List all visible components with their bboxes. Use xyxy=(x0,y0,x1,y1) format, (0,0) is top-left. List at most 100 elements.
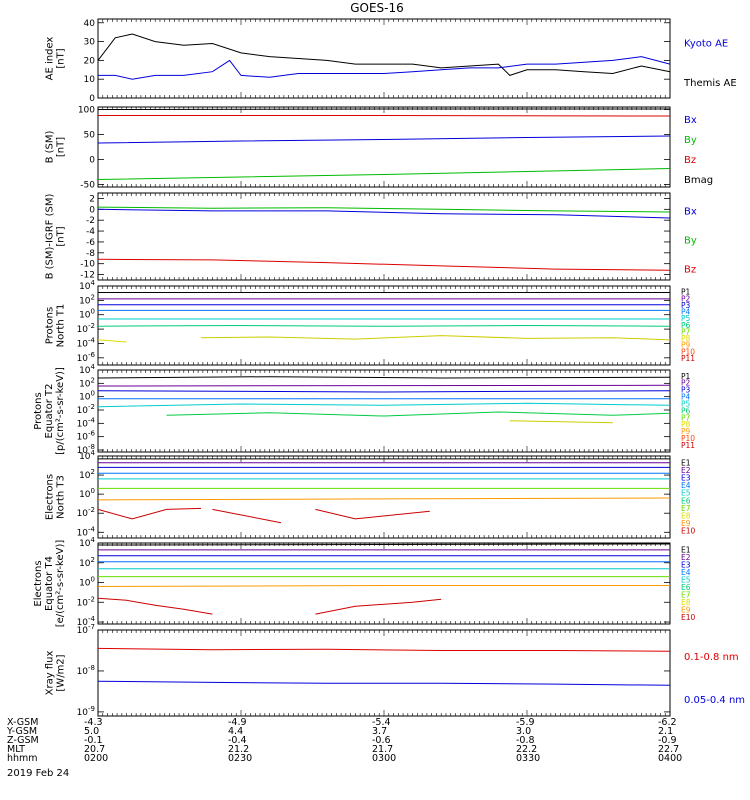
series-line-p8 xyxy=(97,339,127,343)
y-axis-label: [p/(cm²-s-sr-keV)] xyxy=(55,367,66,455)
series-line-p5 xyxy=(97,402,671,408)
panel-2: 100 50 0 -50 B (SM) [nT] Bx By Bz Bmag xyxy=(45,106,714,191)
y-tick-label: -10 xyxy=(80,260,95,270)
series-line-bx xyxy=(97,208,671,219)
legend-entry: P5 xyxy=(681,314,691,323)
legend-entry: E7 xyxy=(681,590,691,599)
x-row-label: Z-GSM xyxy=(7,735,39,746)
legend-entry: By xyxy=(684,235,697,246)
x-row-label: MLT xyxy=(7,744,25,755)
y-axis-label: North T3 xyxy=(56,475,67,519)
series-line-e8 xyxy=(97,597,213,615)
x-tick-value: 20.7 xyxy=(84,744,105,755)
y-tick-label: 30 xyxy=(84,38,96,48)
y-tick-label: 104 xyxy=(79,279,95,292)
x-tick-value: 3.7 xyxy=(372,726,387,737)
y-tick-label: 20 xyxy=(84,56,96,66)
y-tick-label: 10-2 xyxy=(77,506,95,519)
plot-title: GOES-16 xyxy=(350,1,404,15)
panel-3: 20-2-4-6-8-10-12 B (SM)-IGRF (SM) [nT] Bx By… xyxy=(45,192,697,281)
legend-entry: E8 xyxy=(681,512,691,521)
y-axis-label: North T1 xyxy=(56,304,67,348)
legend-entry: E5 xyxy=(681,489,691,498)
series-line-0-05-0-4-nm xyxy=(97,680,671,686)
legend-entry: P9 xyxy=(681,341,691,350)
y-tick-label: 102 xyxy=(79,556,95,569)
y-axis-label: [nT] xyxy=(56,137,67,157)
y-tick-label: 40 xyxy=(84,19,96,29)
legend-entry: 0.05-0.4 nm xyxy=(684,695,745,706)
y-axis-label: B (SM) xyxy=(45,130,56,163)
series-line-p6 xyxy=(166,411,671,417)
y-tick-label: 10-6 xyxy=(77,430,96,443)
series-line-p7 xyxy=(200,335,671,341)
legend-entry: P9 xyxy=(681,427,691,436)
legend-entry: E8 xyxy=(681,598,691,607)
legend-entry: P6 xyxy=(681,406,691,415)
legend-entry: E3 xyxy=(681,560,691,569)
x-tick-value: -0.4 xyxy=(228,735,247,746)
legend-entry: Bx xyxy=(684,206,697,217)
legend-entry: P7 xyxy=(681,327,691,336)
panel-frame xyxy=(97,369,671,453)
legend-entry: E4 xyxy=(681,568,691,577)
y-axis-label: Equator T2 xyxy=(44,384,55,439)
legend-entry: E2 xyxy=(681,553,691,562)
y-axis-label: Xray flux xyxy=(45,651,56,696)
y-axis-label: [nT] xyxy=(56,48,67,68)
legend-entry: E3 xyxy=(681,474,691,483)
legend-entry: P3 xyxy=(681,301,691,310)
legend-entry: P6 xyxy=(681,321,691,330)
y-axis-label: Equator T4 xyxy=(44,556,55,611)
legend-entry: P1 xyxy=(681,372,691,381)
legend-entry: E10 xyxy=(681,527,696,536)
y-tick-label: 10-2 xyxy=(77,322,95,335)
series-line-bmag xyxy=(97,108,670,110)
legend-entry: By xyxy=(684,135,697,146)
y-tick-label: 0 xyxy=(89,205,95,215)
y-tick-label: 100 xyxy=(79,308,95,321)
legend-entry: Kyoto AE xyxy=(684,39,728,50)
legend-entry: P11 xyxy=(681,354,695,363)
y-axis-label: Protons xyxy=(45,307,56,344)
x-tick-value: -0.8 xyxy=(516,735,535,746)
y-axis-label: Protons xyxy=(33,392,44,429)
legend-entry: Bz xyxy=(684,264,696,275)
series-line-p2 xyxy=(97,384,671,387)
y-tick-label: 102 xyxy=(79,468,95,481)
legend-entry: P7 xyxy=(681,413,691,422)
y-tick-label: 102 xyxy=(79,376,95,389)
x-tick-value: 21.7 xyxy=(372,744,393,755)
y-tick-label: 100 xyxy=(79,576,95,589)
series-line-p6 xyxy=(97,324,671,327)
y-tick-label: 10-4 xyxy=(77,416,96,429)
panel-1: 40 30 20 10 0 AE index [nT] Kyoto AE Themis AE xyxy=(45,18,737,104)
series-line-p3 xyxy=(97,390,671,393)
series-line-by xyxy=(97,206,671,213)
series-line-bx xyxy=(97,135,671,144)
x-tick-value: 3.0 xyxy=(516,726,531,737)
legend-entry: E9 xyxy=(681,519,691,528)
legend-entry: Themis AE xyxy=(683,78,737,89)
legend-entry: P3 xyxy=(681,386,691,395)
y-tick-label: 10 xyxy=(84,75,96,85)
legend-entry: 0.1-0.8 nm xyxy=(684,652,739,663)
x-row-label: X-GSM xyxy=(7,717,38,728)
y-axis-label: Electrons xyxy=(33,560,44,606)
x-tick-value: -0.1 xyxy=(84,735,103,746)
legend-entry: E6 xyxy=(681,496,691,505)
y-tick-label: 10-4 xyxy=(77,336,96,349)
legend-entry: P8 xyxy=(681,334,691,343)
x-tick-value: 0230 xyxy=(228,753,252,764)
series-line-themis-ae xyxy=(97,33,671,76)
y-tick-label: -8 xyxy=(86,249,95,259)
series-line-p1 xyxy=(97,376,671,379)
x-tick-value: 22.7 xyxy=(658,744,679,755)
series-line-bz xyxy=(97,258,671,271)
series-line-p7 xyxy=(509,420,613,424)
